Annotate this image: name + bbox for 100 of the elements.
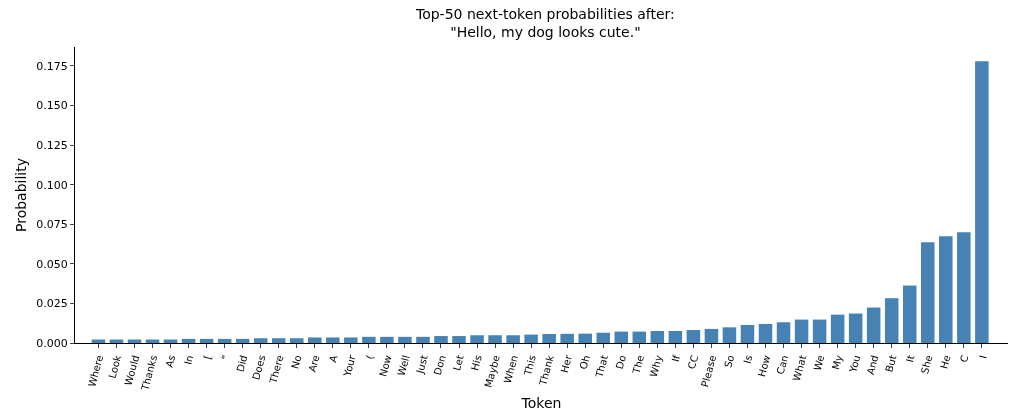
bar bbox=[848, 313, 863, 343]
x-tick-label: Why bbox=[647, 353, 665, 379]
x-tick-label: Does bbox=[250, 353, 268, 382]
bar bbox=[290, 338, 304, 343]
y-tick-label: 0.075 bbox=[36, 218, 68, 232]
x-tick-label: Did bbox=[234, 353, 250, 374]
bar bbox=[488, 335, 502, 343]
bar bbox=[326, 337, 340, 343]
x-tick-label: Do bbox=[613, 353, 629, 371]
bar bbox=[434, 336, 448, 343]
bar bbox=[921, 242, 935, 343]
bar bbox=[975, 61, 989, 343]
bar bbox=[866, 307, 881, 343]
y-tick-label: 0.025 bbox=[36, 297, 68, 311]
x-tick-label: What bbox=[790, 353, 809, 383]
y-tick-label: 0.150 bbox=[36, 99, 68, 113]
bar bbox=[452, 336, 466, 343]
x-tick-label: It bbox=[904, 353, 917, 364]
bar bbox=[253, 338, 268, 343]
x-tick-label: That bbox=[593, 353, 611, 380]
y-tick-label: 0.050 bbox=[36, 257, 68, 271]
bar bbox=[271, 338, 286, 343]
bar bbox=[740, 324, 755, 343]
x-tick-label: But bbox=[883, 353, 899, 374]
x-tick-label: His bbox=[469, 353, 484, 372]
x-tick-label: Look bbox=[106, 353, 124, 380]
bar bbox=[578, 333, 592, 343]
bar bbox=[596, 332, 611, 343]
bar bbox=[902, 285, 917, 343]
x-axis-title: Token bbox=[520, 394, 562, 411]
x-tick-label: Don bbox=[431, 353, 448, 377]
bar bbox=[812, 319, 827, 343]
x-tick-label: If bbox=[669, 353, 683, 364]
x-tick-label: Where bbox=[86, 353, 106, 389]
x-tick-label: " bbox=[219, 353, 232, 362]
x-tick-label: My bbox=[830, 353, 845, 371]
bar bbox=[524, 334, 538, 343]
x-tick-label: In bbox=[182, 353, 196, 366]
y-tick-label: 0.175 bbox=[36, 59, 68, 73]
x-tick-label: Please bbox=[699, 353, 719, 389]
bar bbox=[884, 298, 899, 343]
bar bbox=[362, 336, 376, 343]
x-tick-label: [ bbox=[201, 353, 214, 361]
x-tick-label: Are bbox=[306, 353, 322, 374]
x-tick-label: Would bbox=[122, 353, 142, 387]
y-tick-label: 0.000 bbox=[36, 336, 68, 350]
bar bbox=[776, 322, 791, 343]
bar bbox=[506, 335, 520, 343]
x-tick-label: Now bbox=[377, 353, 394, 378]
y-axis-title: Probability bbox=[12, 157, 29, 233]
bar bbox=[794, 319, 809, 343]
x-tick-label: ( bbox=[364, 353, 376, 361]
x-tick-label: So bbox=[722, 353, 737, 369]
x-tick-label: When bbox=[501, 353, 520, 385]
x-tick-label: Thank bbox=[537, 353, 556, 388]
x-tick-label: No bbox=[289, 353, 304, 370]
x-tick-label: He bbox=[938, 353, 953, 371]
bar bbox=[344, 337, 358, 343]
x-tick-label: Maybe bbox=[482, 353, 502, 389]
x-tick-label: Just bbox=[414, 353, 430, 376]
bar bbox=[217, 338, 232, 343]
bar bbox=[416, 336, 430, 343]
x-tick-label: Oh bbox=[577, 353, 592, 371]
bar bbox=[560, 333, 574, 343]
x-tick-label: There bbox=[267, 353, 286, 386]
x-tick-label: Well bbox=[395, 353, 412, 378]
x-tick-label: I bbox=[977, 353, 989, 360]
x-tick-label: She bbox=[919, 353, 935, 376]
bar bbox=[380, 336, 394, 343]
bar bbox=[470, 335, 484, 343]
x-tick-label: We bbox=[811, 353, 827, 372]
x-tick-label: And bbox=[864, 353, 881, 376]
x-tick-label: You bbox=[847, 353, 863, 375]
bar bbox=[758, 324, 773, 343]
y-tick-label: 0.125 bbox=[36, 138, 68, 152]
bar bbox=[957, 232, 971, 343]
bar bbox=[398, 336, 412, 343]
bar bbox=[181, 338, 196, 343]
y-tick-label: 0.100 bbox=[36, 178, 68, 192]
x-tick-label: Is bbox=[741, 353, 755, 365]
x-tick-label: CC bbox=[685, 353, 701, 371]
bar bbox=[668, 330, 683, 343]
bar bbox=[235, 338, 250, 343]
x-tick-label: Your bbox=[341, 353, 358, 379]
bar bbox=[542, 333, 556, 343]
bar bbox=[722, 327, 737, 343]
bar bbox=[614, 331, 629, 343]
x-tick-label: Her bbox=[558, 353, 575, 374]
bar bbox=[632, 331, 647, 343]
bar bbox=[199, 338, 214, 343]
bar bbox=[308, 337, 322, 343]
x-tick-label: Thanks bbox=[139, 353, 160, 393]
x-tick-label: Can bbox=[774, 353, 791, 376]
x-tick-label: A bbox=[327, 353, 340, 364]
x-tick-label: Let bbox=[451, 353, 466, 372]
chart-title: Top-50 next-token probabilities after: "Hello, my dog looks cute." bbox=[414, 5, 675, 40]
bar bbox=[686, 330, 701, 343]
x-tick-label: The bbox=[630, 353, 647, 376]
bar bbox=[830, 314, 845, 343]
x-tick-label: C bbox=[958, 353, 971, 364]
